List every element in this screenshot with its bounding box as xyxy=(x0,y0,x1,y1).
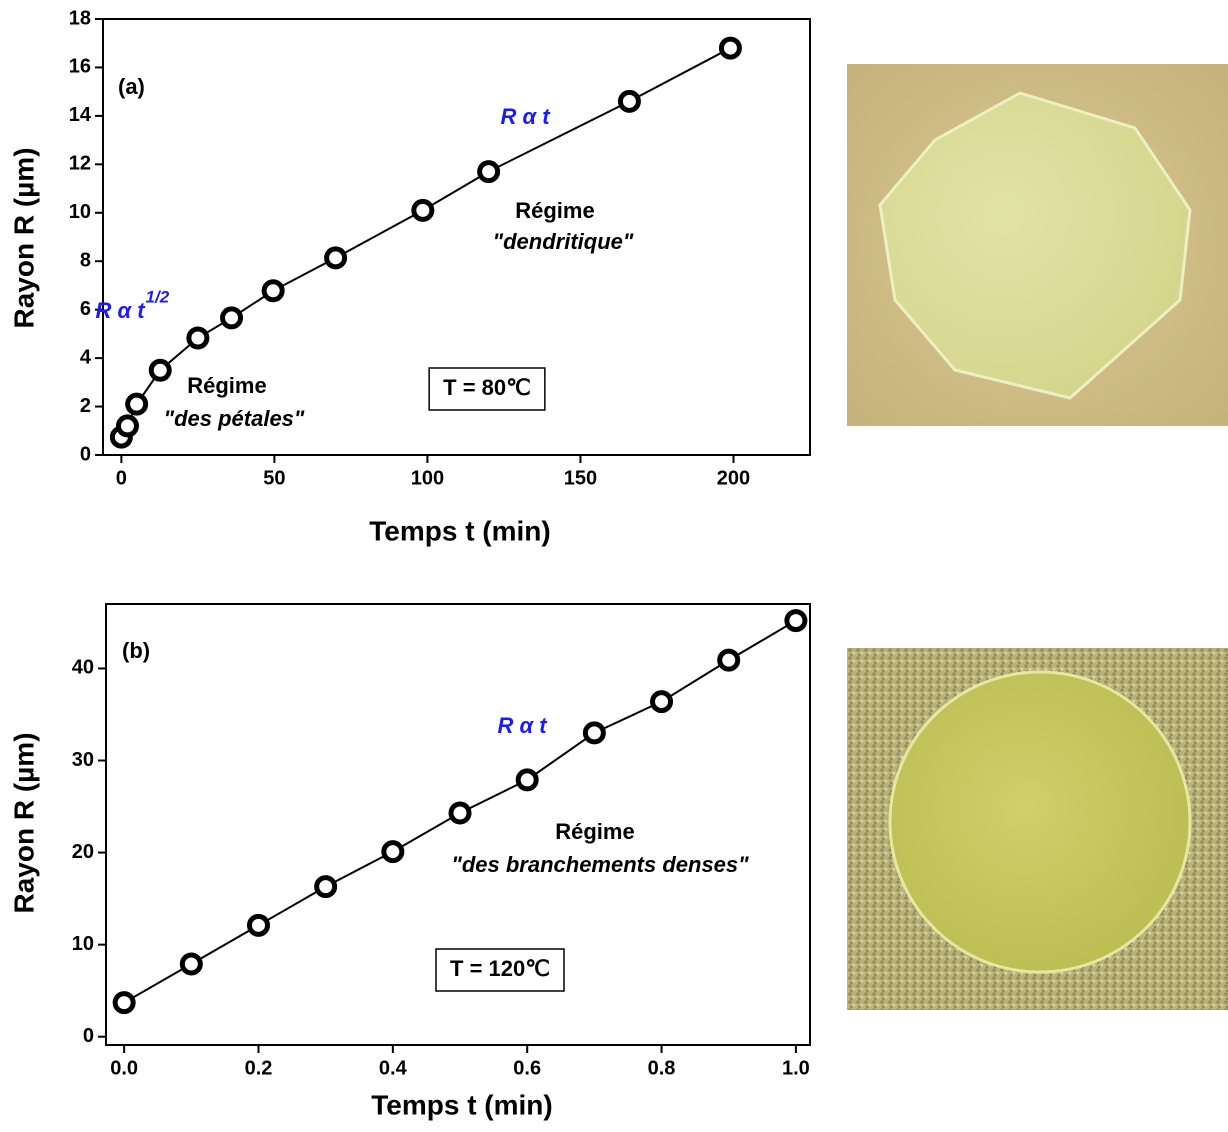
data-point xyxy=(582,721,606,745)
y-axis-label: Rayon R (µm) xyxy=(8,147,39,328)
y-tick-label: 0 xyxy=(83,1025,94,1047)
x-tick-label: 0 xyxy=(116,467,127,489)
annotation: "des pétales" xyxy=(164,406,305,431)
annotation: (a) xyxy=(118,74,145,99)
plot-frame xyxy=(105,603,811,1046)
annotation: R α t xyxy=(95,298,146,323)
y-tick-label: 40 xyxy=(72,657,94,679)
x-tick-label: 0.2 xyxy=(245,1057,273,1079)
data-point xyxy=(617,89,641,113)
x-axis-label: Temps t (min) xyxy=(369,515,550,546)
annotation: "dendritique" xyxy=(493,229,634,254)
y-tick-label: 16 xyxy=(69,56,91,78)
y-tick-label: 10 xyxy=(69,201,91,223)
x-tick-label: 0.4 xyxy=(379,1057,408,1079)
data-point xyxy=(324,246,348,270)
data-point xyxy=(718,36,742,60)
x-tick-label: 1.0 xyxy=(782,1057,810,1079)
data-point xyxy=(261,279,285,303)
y-tick-label: 2 xyxy=(80,395,91,417)
y-tick-label: 8 xyxy=(80,250,91,272)
plot-frame xyxy=(102,18,811,456)
data-point xyxy=(650,690,674,714)
annotation: T = 80℃ xyxy=(443,375,531,400)
y-tick-label: 18 xyxy=(69,7,91,29)
y-tick-label: 20 xyxy=(72,841,94,863)
data-point xyxy=(784,609,808,633)
x-tick-label: 150 xyxy=(564,467,597,489)
data-point xyxy=(148,358,172,382)
annotation: (b) xyxy=(122,638,150,663)
annotation: R α t xyxy=(497,713,548,738)
data-point xyxy=(220,306,244,330)
y-tick-label: 12 xyxy=(69,153,91,175)
annotation-superscript: 1/2 xyxy=(146,287,170,306)
annotation: T = 120℃ xyxy=(450,956,550,981)
y-tick-label: 10 xyxy=(72,933,94,955)
annotation: R α t xyxy=(500,104,551,129)
data-point xyxy=(515,768,539,792)
data-point xyxy=(246,913,270,937)
annotation: Régime xyxy=(555,819,634,844)
data-point xyxy=(448,801,472,825)
x-tick-label: 0.0 xyxy=(110,1057,138,1079)
data-point xyxy=(186,326,210,350)
micrograph-b xyxy=(847,648,1228,1010)
data-point xyxy=(477,160,501,184)
y-tick-label: 4 xyxy=(80,346,92,368)
y-axis-label: Rayon R (µm) xyxy=(8,732,39,913)
x-tick-label: 100 xyxy=(411,467,444,489)
data-point xyxy=(115,414,139,438)
data-point xyxy=(381,840,405,864)
data-point xyxy=(125,392,149,416)
y-tick-label: 30 xyxy=(72,749,94,771)
x-tick-label: 0.8 xyxy=(648,1057,676,1079)
annotation: "des branchements denses" xyxy=(451,852,749,877)
data-point xyxy=(411,198,435,222)
x-tick-label: 50 xyxy=(263,467,285,489)
data-point xyxy=(112,991,136,1015)
x-axis-label: Temps t (min) xyxy=(371,1089,552,1120)
y-tick-label: 0 xyxy=(80,443,91,465)
annotation: Régime xyxy=(187,373,266,398)
x-tick-label: 200 xyxy=(717,467,750,489)
y-tick-label: 6 xyxy=(80,298,91,320)
annotation: Régime xyxy=(515,198,594,223)
micrograph-a xyxy=(847,64,1228,426)
data-point xyxy=(179,952,203,976)
annotation-box xyxy=(428,367,546,411)
annotation-box xyxy=(435,948,565,992)
data-point xyxy=(314,875,338,899)
data-point xyxy=(717,648,741,672)
x-tick-label: 0.6 xyxy=(513,1057,541,1079)
y-tick-label: 14 xyxy=(69,104,92,126)
